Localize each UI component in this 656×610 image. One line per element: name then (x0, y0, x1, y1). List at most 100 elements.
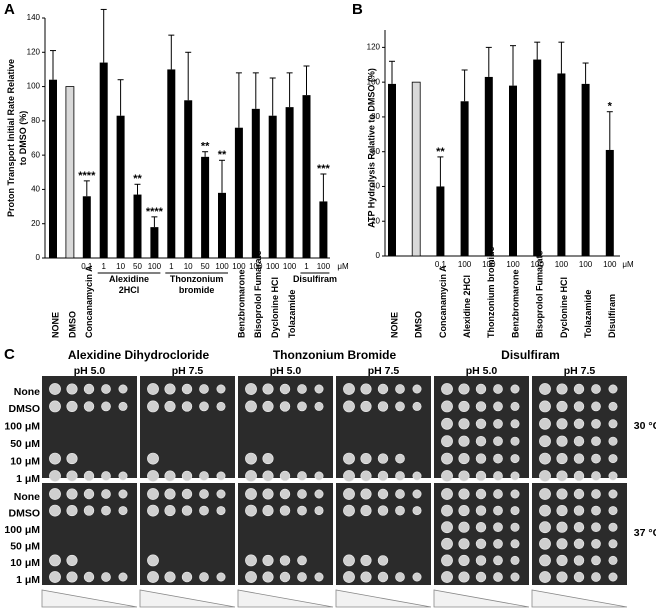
colony-spot (297, 572, 307, 582)
dose-label: 100 (232, 262, 246, 271)
colony-spot (556, 554, 568, 566)
colony-spot (493, 401, 503, 412)
colony-spot (493, 522, 503, 533)
colony-spot (147, 383, 159, 395)
bar (533, 59, 542, 256)
dose-label: 100 (148, 262, 162, 271)
colony-spot (539, 383, 551, 395)
colony-spot (573, 571, 585, 583)
colony-spot (608, 471, 618, 481)
colony-spot (101, 471, 111, 481)
colony-spot (591, 489, 601, 499)
colony-spot (83, 470, 95, 482)
colony-spot (262, 571, 274, 583)
plate-image (238, 483, 333, 585)
group-label-line: Alexidine (109, 274, 149, 284)
colony-spot (475, 436, 487, 447)
colony-spot (510, 506, 520, 516)
temperature-label: 37 °C (634, 527, 656, 539)
y-tick-label: 20 (371, 216, 380, 225)
colony-spot (147, 470, 159, 482)
colony-spot (458, 400, 470, 412)
colony-spot (66, 488, 78, 500)
colony-spot (360, 400, 372, 412)
colony-spot (458, 470, 470, 482)
colony-spot (510, 555, 520, 565)
compound-title: Disulfiram (501, 348, 560, 362)
category-label: Thonzonium bromide (486, 247, 496, 339)
colony-spot (591, 453, 601, 464)
colony-spot (83, 505, 95, 516)
colony-spot (279, 401, 291, 412)
dose-label: 10 (184, 262, 193, 271)
y-axis-title-line: to DMSO (%) (18, 111, 28, 166)
colony-spot (608, 522, 618, 532)
colony-spot (591, 471, 601, 481)
row-label: 50 μM (10, 438, 40, 450)
colony-spot (573, 401, 585, 412)
significance: * (608, 101, 613, 113)
colony-spot (608, 454, 618, 464)
group-label: Disulfiram (293, 274, 337, 284)
colony-spot (262, 488, 274, 500)
colony-spot (360, 571, 372, 583)
dose-label: 100 (482, 260, 496, 269)
significance: ** (201, 141, 210, 153)
dose-label: 100 (215, 262, 229, 271)
dose-label: 100 (249, 262, 263, 271)
colony-spot (118, 401, 128, 411)
colony-spot (573, 453, 585, 464)
colony-spot (297, 401, 307, 412)
colony-spot (199, 384, 209, 394)
colony-spot (66, 453, 78, 465)
colony-spot (608, 489, 618, 499)
colony-spot (297, 505, 307, 516)
colony-spot (199, 489, 209, 499)
category-label: DMSO (67, 311, 77, 338)
colony-spot (216, 572, 226, 582)
y-tick-label: 40 (31, 185, 40, 194)
colony-spot (556, 453, 568, 465)
colony-spot (493, 418, 503, 429)
category-label: Benzbromarone (236, 269, 246, 338)
colony-spot (539, 452, 551, 465)
colony-spot (573, 436, 585, 447)
colony-spot (49, 470, 61, 482)
colony-spot (147, 488, 159, 500)
colony-spot (539, 417, 551, 430)
colony-spot (591, 384, 601, 394)
bar (302, 95, 311, 259)
bar (605, 149, 614, 256)
colony-spot (441, 537, 453, 550)
colony-spot (412, 489, 422, 499)
dose-label: 100 (317, 262, 331, 271)
colony-spot (101, 572, 111, 582)
colony-spot (199, 471, 209, 481)
colony-spot (608, 539, 618, 549)
dilution-wedge (433, 589, 530, 608)
colony-spot (216, 384, 226, 394)
colony-spot (458, 521, 470, 533)
row-label: DMSO (9, 507, 41, 519)
bar (411, 81, 421, 257)
colony-spot (556, 383, 568, 395)
compound-title: Thonzonium Bromide (273, 348, 397, 362)
condition-label: pH 5.0 (74, 365, 106, 377)
significance: *** (317, 163, 331, 175)
colony-spot (245, 400, 257, 413)
colony-spot (66, 571, 78, 583)
colony-spot (573, 470, 585, 482)
colony-spot (475, 538, 487, 549)
colony-spot (279, 488, 291, 500)
colony-spot (279, 383, 291, 395)
colony-spot (181, 505, 193, 516)
plate-image (42, 483, 137, 585)
group-label-line: 2HCl (119, 285, 140, 295)
bar (581, 83, 590, 257)
colony-spot (510, 401, 520, 411)
y-tick-label: 60 (31, 150, 40, 159)
panel-label: C (4, 346, 15, 363)
colony-spot (539, 554, 551, 567)
colony-spot (395, 572, 405, 582)
